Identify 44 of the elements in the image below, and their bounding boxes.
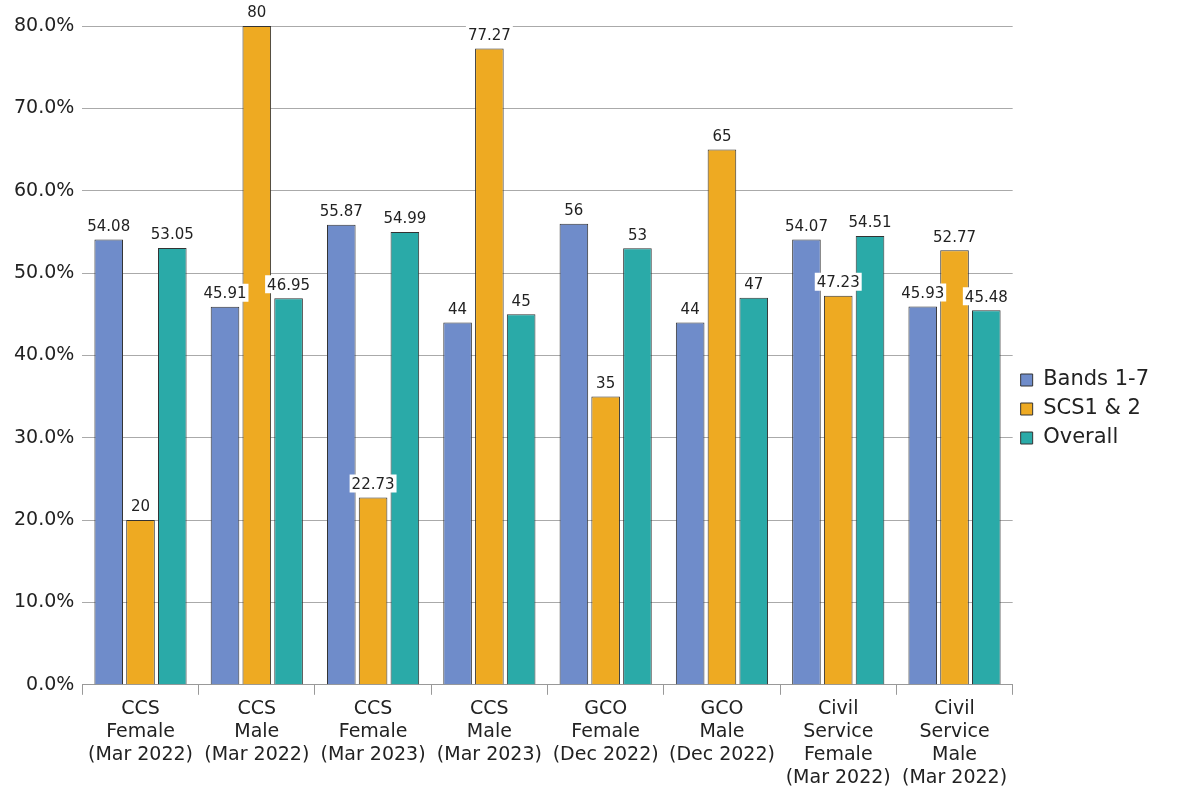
data-label: 22.73 [351, 475, 395, 494]
x-tick-label: Civil Service Female (Mar 2022) [785, 696, 891, 787]
data-label: 53.05 [150, 225, 194, 244]
x-tick-label: GCO Male (Dec 2022) [668, 696, 775, 764]
y-tick-label: 40.0% [14, 342, 75, 365]
x-tick-label: CCS Male (Mar 2023) [436, 696, 542, 764]
data-label: 52.77 [933, 227, 976, 246]
data-label: 46.95 [267, 275, 311, 294]
legend-label: Overall [1043, 424, 1119, 449]
data-label: 56 [564, 201, 584, 220]
legend-label: SCS1 & 2 [1043, 395, 1141, 420]
data-label: 20 [130, 497, 151, 516]
data-label: 54.99 [383, 209, 427, 228]
y-tick-label: 30.0% [14, 424, 75, 447]
y-tick-label: 60.0% [14, 177, 75, 200]
x-tick-label: Civil Service Male (Mar 2022) [901, 696, 1008, 787]
y-tick-label: 70.0% [14, 95, 75, 118]
data-label: 44 [680, 299, 700, 318]
y-tick-label: 10.0% [14, 589, 75, 612]
data-label: 47 [744, 275, 764, 294]
data-label: 45.91 [203, 284, 247, 303]
x-tick-label: GCO Female (Dec 2022) [552, 696, 659, 764]
data-label: 45.48 [964, 287, 1008, 306]
y-tick-label: 20.0% [14, 507, 75, 530]
data-label: 65 [712, 126, 732, 145]
x-tick-label: CCS Female (Mar 2022) [87, 696, 194, 764]
data-label: 54.07 [784, 216, 828, 235]
data-label: 53 [627, 225, 647, 244]
x-tick-label: CCS Male (Mar 2022) [204, 696, 310, 764]
data-label: 80 [247, 3, 267, 22]
data-label: 35 [596, 373, 616, 392]
data-label: 54.08 [87, 216, 131, 235]
data-label: 44 [448, 299, 468, 318]
legend-label: Bands 1-7 [1043, 366, 1150, 391]
data-label: 55.87 [319, 202, 363, 221]
data-label: 77.27 [467, 25, 511, 44]
data-label: 47.23 [816, 273, 860, 292]
data-label: 45 [511, 291, 531, 310]
x-tick-label: CCS Female (Mar 2023) [320, 696, 426, 764]
y-tick-label: 0.0% [26, 671, 75, 694]
data-label: 45.93 [901, 283, 945, 302]
data-label: 54.51 [848, 213, 892, 232]
y-tick-label: 80.0% [14, 12, 75, 35]
y-tick-label: 50.0% [14, 259, 75, 282]
